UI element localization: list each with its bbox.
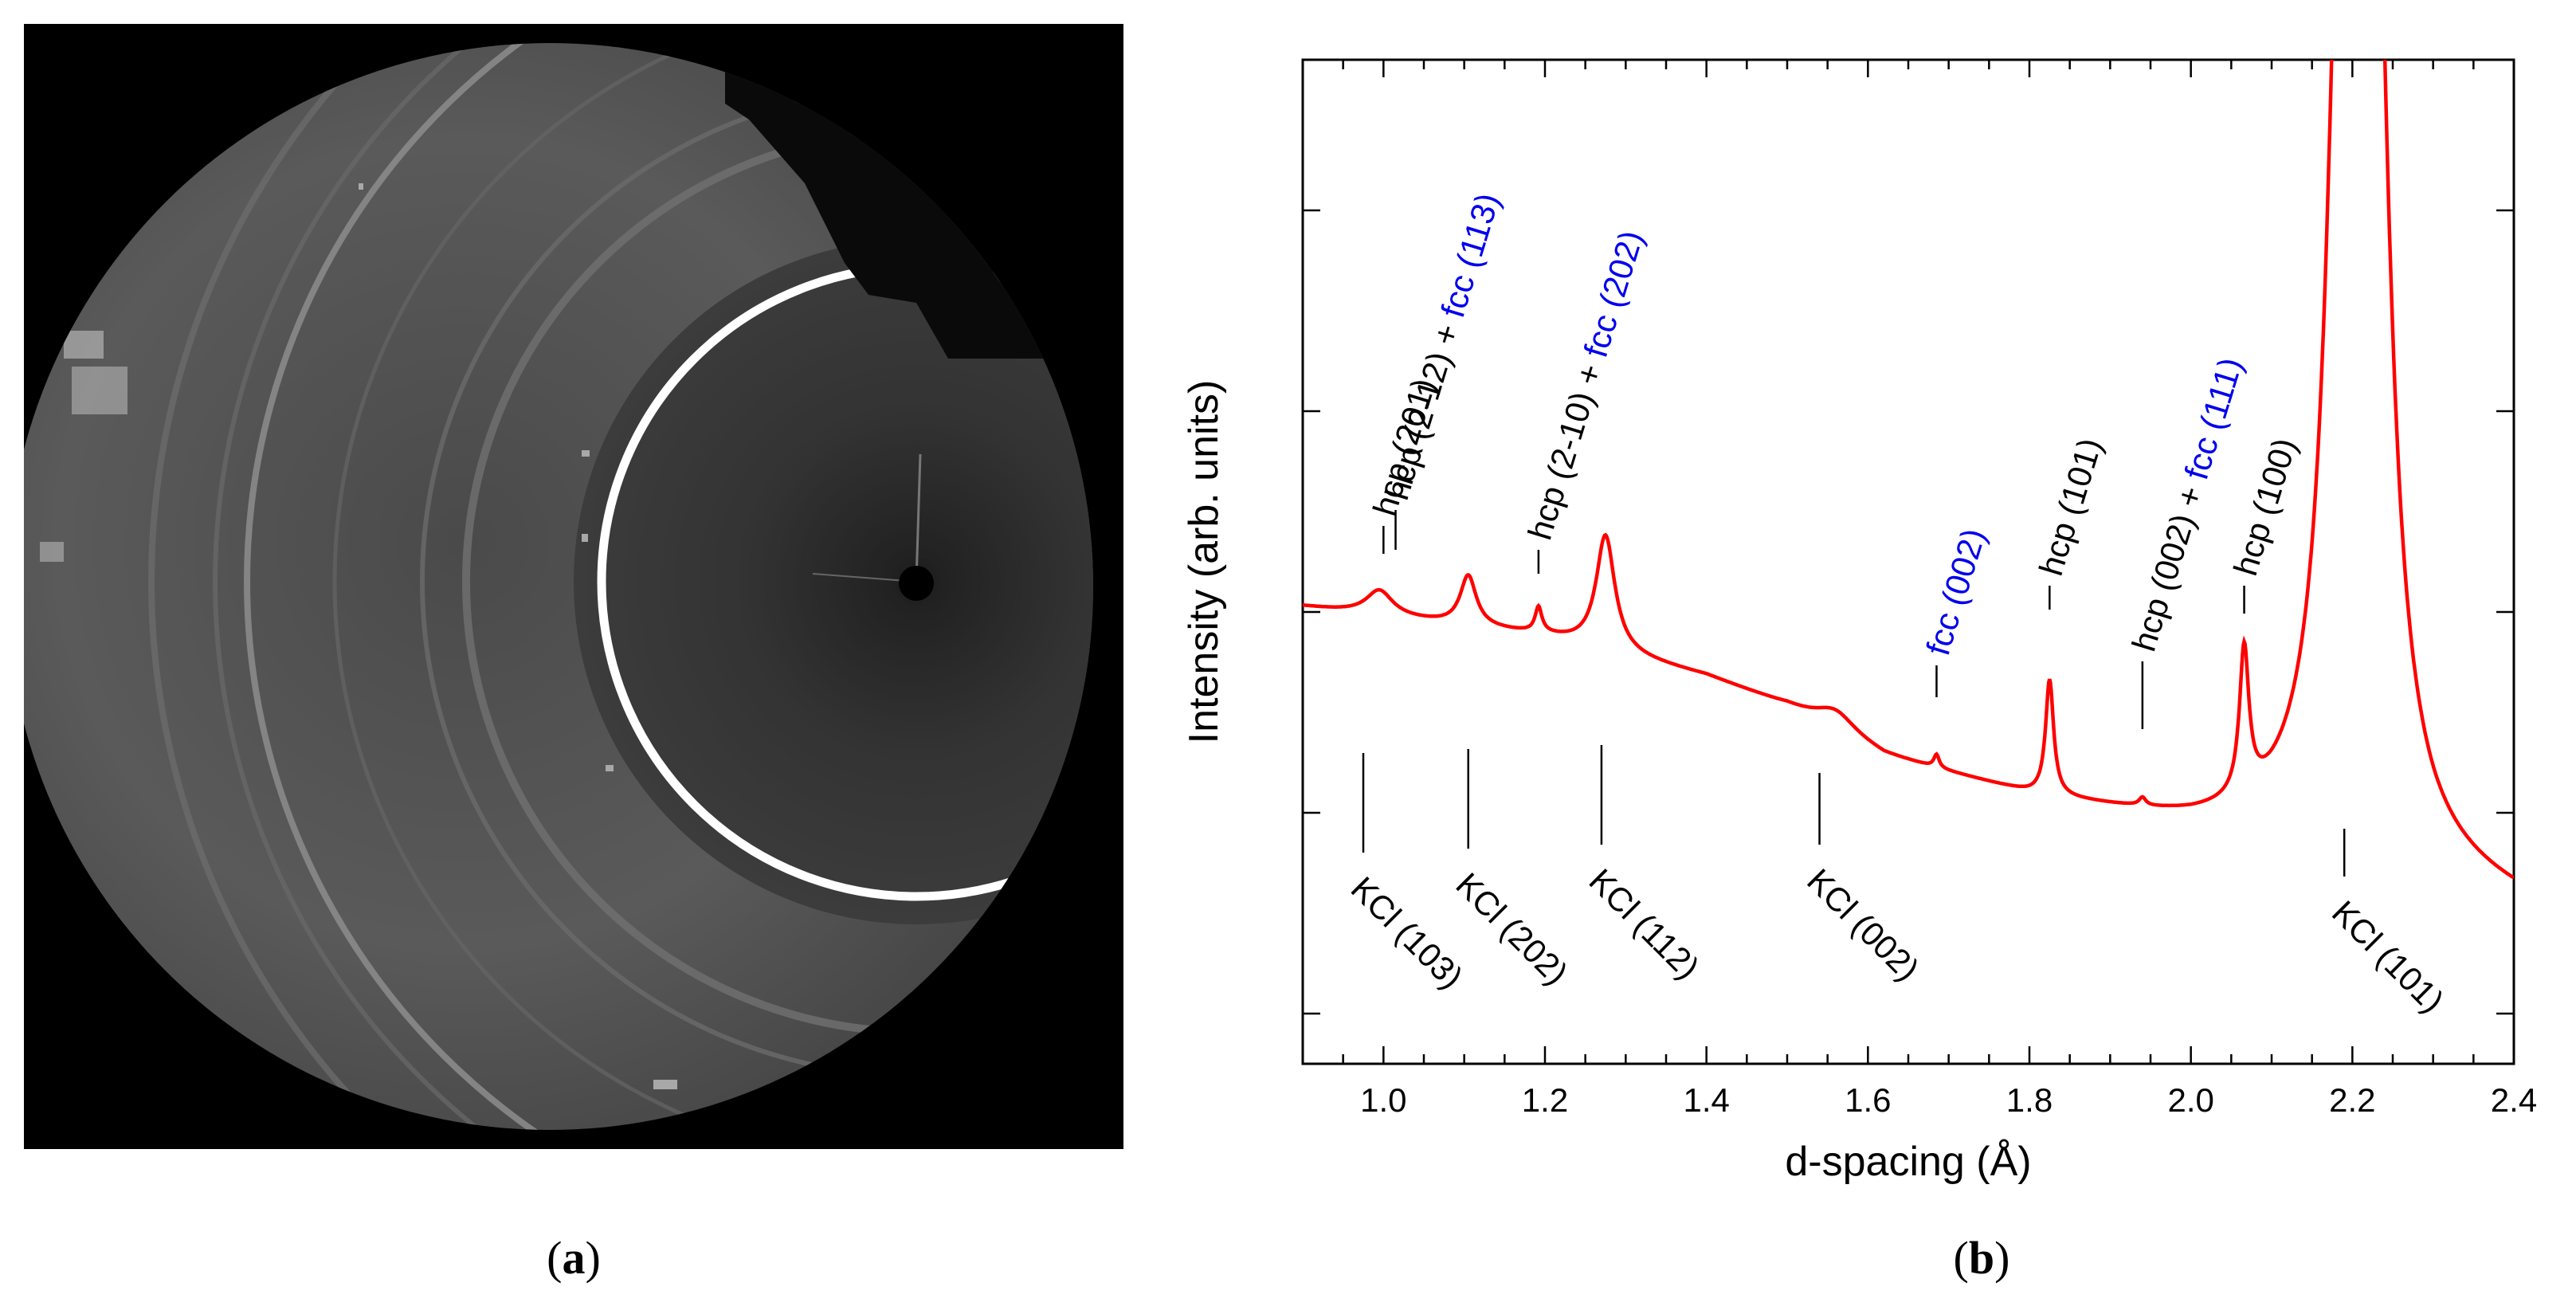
peak-label: hcp (101) bbox=[2032, 433, 2109, 579]
hcp-label-part: hcp (2-12) + bbox=[1378, 311, 1469, 504]
kcl-label: KCl (112) bbox=[1582, 861, 1707, 986]
chart: 1.0 1.2 1.4 1.6 1.8 2.0 2.2 2.4 d-spacing (Å) Int… bbox=[1181, 58, 2537, 1185]
x-tick-label: 2.4 bbox=[2491, 1081, 2537, 1119]
kcl-label: KCl (101) bbox=[2325, 893, 2452, 1020]
x-axis-label: d-spacing (Å) bbox=[1785, 1139, 2031, 1185]
detector-image bbox=[24, 43, 1093, 1130]
caption-b: (b) bbox=[1953, 1232, 2010, 1284]
peak-label: fcc (002) bbox=[1919, 524, 1993, 660]
peak-label: hcp (2-10) + fcc (202) bbox=[1521, 226, 1651, 544]
x-tick-label: 1.2 bbox=[1522, 1081, 1568, 1119]
x-tick-label: 1.0 bbox=[1360, 1081, 1406, 1119]
fcc-label-part: fcc (002) bbox=[1919, 524, 1993, 660]
kcl-label: KCl (002) bbox=[1800, 861, 1927, 988]
x-tick-label: 2.0 bbox=[2167, 1081, 2213, 1119]
hcp-label-part: hcp (100) bbox=[2226, 433, 2304, 579]
fcc-label-part: fcc (202) bbox=[1577, 226, 1651, 362]
peak-label: hcp (100) bbox=[2226, 433, 2304, 579]
fcc-label-part: fcc (111) bbox=[2177, 353, 2249, 484]
caption-a: (a) bbox=[547, 1232, 601, 1284]
faint-ring bbox=[213, 43, 1093, 1130]
x-tick-label: 1.4 bbox=[1683, 1081, 1729, 1119]
kcl-label: KCl (202) bbox=[1449, 865, 1575, 992]
faint-ring bbox=[244, 43, 1093, 1130]
hcp-label-part: hcp (101) bbox=[2032, 433, 2109, 579]
x-tick-label: 2.2 bbox=[2329, 1081, 2375, 1119]
x-tick-label: 1.8 bbox=[2006, 1081, 2053, 1119]
beamstop bbox=[899, 566, 934, 601]
sample-spots bbox=[40, 183, 677, 1089]
diffraction-profile-plot: 1.0 1.2 1.4 1.6 1.8 2.0 2.2 2.4 d-spacing (Å) Int… bbox=[1147, 0, 2576, 1219]
hcp-label-part: hcp (002) + bbox=[2125, 473, 2213, 655]
hcp-label-part: hcp (2-10) + bbox=[1521, 351, 1613, 544]
diffraction-pattern-image bbox=[24, 24, 1123, 1149]
y-axis-label: Intensity (arb. units) bbox=[1181, 380, 1227, 744]
faint-ring bbox=[148, 43, 1093, 1130]
x-tick-label: 1.6 bbox=[1845, 1081, 1891, 1119]
peak-label: hcp (2-12) + fcc (113) bbox=[1378, 189, 1507, 504]
fcc-label-part: fcc (113) bbox=[1433, 189, 1507, 322]
streak bbox=[915, 453, 922, 582]
peak-label: hcp (002) + fcc (111) bbox=[2125, 353, 2250, 655]
faint-ring bbox=[332, 43, 1093, 1130]
series-line-diffraction bbox=[1303, 60, 2514, 880]
